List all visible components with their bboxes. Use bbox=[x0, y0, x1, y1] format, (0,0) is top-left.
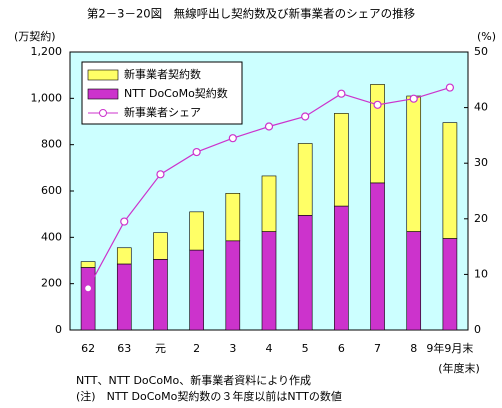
bar bbox=[261, 231, 277, 331]
y2-tick-label: 50 bbox=[474, 45, 488, 58]
marker bbox=[409, 94, 418, 103]
bar bbox=[189, 249, 204, 331]
bar bbox=[370, 84, 385, 184]
legend-swatch bbox=[87, 69, 119, 81]
chart-title: 第2－3－20図 無線呼出し契約数及び新事業者のシェアの推移 bbox=[87, 7, 416, 21]
marker bbox=[337, 89, 346, 98]
legend-label: 新事業者契約数 bbox=[124, 67, 201, 81]
bar bbox=[116, 263, 132, 331]
bar bbox=[406, 231, 422, 331]
bar bbox=[225, 193, 241, 242]
x-tick-label: 3 bbox=[229, 342, 236, 355]
legend-marker bbox=[99, 109, 107, 117]
y2-tick-label: 30 bbox=[474, 156, 488, 169]
x-tick-label: 9年9月末 bbox=[426, 341, 473, 355]
marker bbox=[156, 170, 165, 179]
bar bbox=[153, 259, 168, 331]
y2-tick-label: 0 bbox=[474, 323, 481, 336]
bar bbox=[261, 175, 277, 232]
marker bbox=[264, 122, 274, 131]
bar bbox=[297, 143, 313, 216]
y-tick-label: 800 bbox=[41, 138, 62, 151]
y-tick-label: 1,000 bbox=[31, 91, 63, 104]
note: (注) NTT DoCoMo契約数の３年度以前はNTTの数値 bbox=[76, 389, 342, 403]
note: NTT、NTT DoCoMo、新事業者資料により作成 bbox=[76, 373, 311, 387]
bar bbox=[442, 122, 458, 239]
y2-axis-label: (%) bbox=[477, 30, 496, 43]
y2-tick-label: 20 bbox=[474, 212, 488, 225]
y2-tick-label: 10 bbox=[474, 267, 488, 280]
marker bbox=[192, 147, 201, 157]
legend-label: NTT DoCoMo契約数 bbox=[124, 86, 228, 100]
marker bbox=[83, 284, 93, 293]
x-tick-label: 5 bbox=[302, 342, 309, 355]
marker bbox=[373, 100, 382, 109]
bar bbox=[116, 247, 132, 265]
bar bbox=[370, 182, 385, 331]
x-tick-label: 62 bbox=[81, 342, 95, 355]
bar bbox=[334, 205, 349, 331]
y-tick-label: 1,200 bbox=[31, 45, 63, 58]
y-axis-label: (万契約) bbox=[14, 29, 56, 43]
marker bbox=[445, 83, 455, 92]
bar bbox=[442, 238, 458, 331]
x-tick-label: 6 bbox=[338, 342, 345, 355]
x-note: (年度末) bbox=[438, 361, 480, 375]
y2-tick-label: 40 bbox=[474, 101, 488, 114]
bar bbox=[153, 232, 168, 260]
legend-swatch bbox=[87, 88, 119, 100]
marker bbox=[228, 134, 237, 143]
y-tick-label: 400 bbox=[41, 230, 62, 243]
x-tick-label: 63 bbox=[117, 342, 131, 355]
x-tick-label: 元 bbox=[155, 342, 166, 355]
y-tick-label: 0 bbox=[55, 323, 62, 336]
bar bbox=[225, 240, 241, 331]
bar bbox=[80, 267, 96, 331]
x-tick-label: 2 bbox=[193, 342, 200, 355]
bar bbox=[189, 211, 204, 251]
bar bbox=[334, 113, 349, 207]
x-tick-label: 7 bbox=[374, 342, 381, 355]
legend-label: 新事業者シェア bbox=[124, 105, 201, 119]
bar bbox=[80, 261, 96, 268]
marker bbox=[120, 217, 129, 226]
bar bbox=[406, 95, 422, 232]
bar bbox=[297, 215, 313, 331]
x-tick-label: 4 bbox=[266, 342, 273, 355]
y-tick-label: 600 bbox=[41, 184, 62, 197]
x-tick-label: 8 bbox=[410, 342, 417, 355]
y-tick-label: 200 bbox=[41, 277, 62, 290]
marker bbox=[301, 112, 310, 121]
